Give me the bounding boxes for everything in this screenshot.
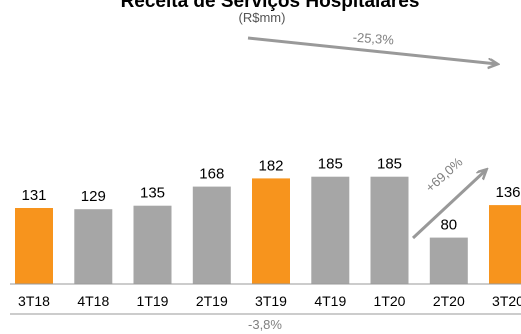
category-labels-group: 3T18 4T18 1T19 2T19 3T19 4T19 1T20 2T20 3T20 [18,293,521,309]
category-label-1t20: 1T20 [374,293,406,309]
category-label-2t19: 2T19 [196,293,228,309]
value-label-3t19: 182 [258,157,283,174]
chart-title: Receita de Serviços Hospitalares [121,0,420,12]
category-label-3t19: 3T19 [255,293,287,309]
bar-4t18 [74,209,113,284]
bar-4t19 [311,176,350,284]
value-label-1t20: 185 [377,156,402,173]
value-label-3t18: 131 [21,187,46,204]
value-label-2t19: 168 [199,166,224,183]
bar-3t19 [252,178,290,284]
value-label-4t18: 129 [81,188,106,205]
decline-arrow [247,36,497,64]
total-change-annotation-label: -3,8% [248,317,282,332]
bars-group [15,176,521,284]
bar-2t20 [429,237,468,284]
bar-3t20 [489,205,521,284]
category-label-4t19: 4T19 [314,293,346,309]
chart-subtitle: (R$mm) [239,10,286,25]
decline-annotation-label: -25,3% [352,30,395,48]
bar-1t20 [370,176,409,284]
bar-3t18 [15,208,53,284]
growth-annotation-label: +69,0% [422,154,465,195]
category-label-3t18: 3T18 [18,293,50,309]
value-label-2t20: 80 [440,217,457,234]
category-label-2t20: 2T20 [433,293,465,309]
growth-arrow [411,170,486,240]
category-label-3t20: 3T20 [492,293,521,309]
bar-1t19 [133,205,172,284]
category-label-1t19: 1T19 [137,293,169,309]
bar-2t19 [192,186,231,284]
value-label-1t19: 135 [140,185,165,202]
value-label-3t20: 136 [495,184,520,201]
value-label-4t19: 185 [318,156,343,173]
category-label-4t18: 4T18 [77,293,109,309]
value-labels-group: 131 129 135 168 182 185 185 80 136 [21,156,520,234]
